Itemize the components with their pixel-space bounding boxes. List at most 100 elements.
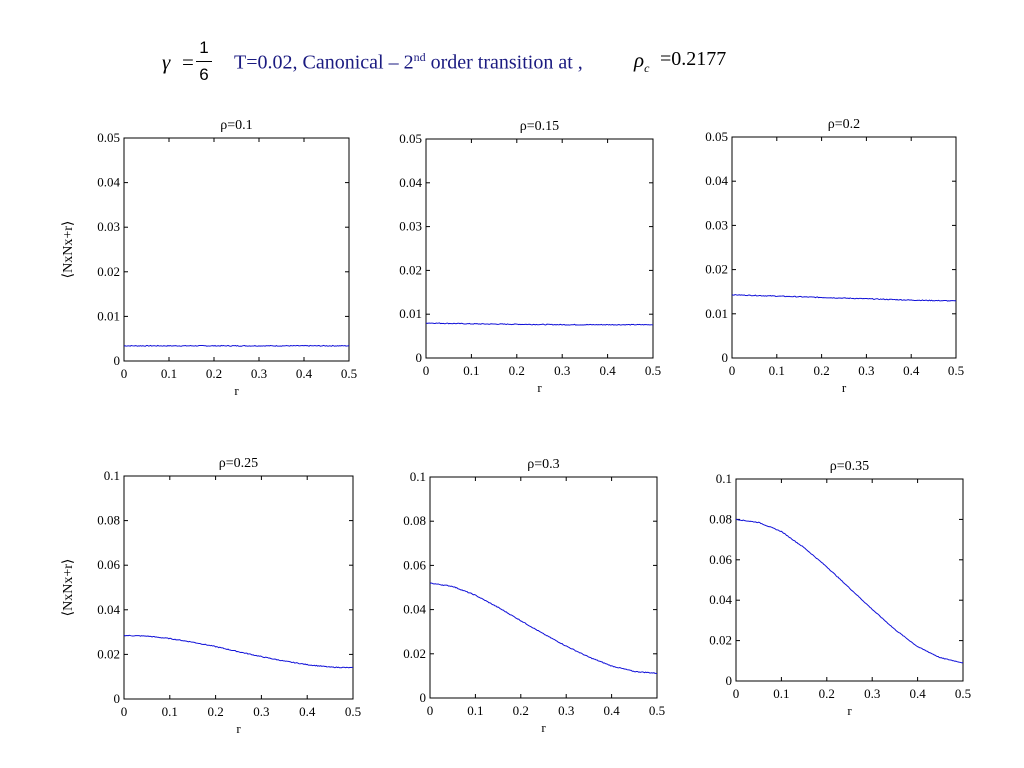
- y-tick-label: 0.04: [97, 175, 120, 190]
- x-axis-label: r: [537, 380, 542, 395]
- y-tick-label: 0.1: [716, 471, 732, 486]
- y-tick-label: 0.08: [709, 511, 732, 526]
- x-tick-label: 0.5: [649, 703, 665, 718]
- x-tick-label: 0.3: [554, 363, 570, 378]
- x-tick-label: 0.5: [345, 704, 361, 719]
- data-series-line: [429, 582, 658, 675]
- y-tick-label: 0.1: [410, 469, 426, 484]
- y-tick-label: 0.05: [705, 129, 728, 144]
- chart-panel-5: 0 0.1 0.2 0.3 0.4 0.5 0 0.02 0.04 0.06 0.08 0.1 ρ=0.…: [403, 457, 665, 735]
- y-tick-label: 0: [722, 350, 729, 365]
- y-tick-label: 0.01: [97, 308, 120, 323]
- y-tick-label: 0: [416, 350, 423, 365]
- y-tick-label: 0.01: [705, 306, 728, 321]
- rho-c-symbol: ρc: [634, 48, 649, 76]
- y-tick-label: 0.02: [403, 646, 426, 661]
- data-series-line: [735, 518, 964, 664]
- plot-frame: [425, 138, 654, 359]
- data-series-line: [425, 322, 654, 326]
- rho-c-letter: ρ: [634, 48, 645, 72]
- x-tick-label: 0.1: [463, 363, 479, 378]
- chart-panel-2: 0 0.1 0.2 0.3 0.4 0.5 0 0.01 0.02 0.03 0.04 0.05 ρ=0…: [399, 119, 661, 395]
- plot-frame: [735, 478, 964, 682]
- x-tick-label: 0.5: [948, 363, 964, 378]
- data-series-line: [123, 344, 350, 347]
- x-tick-label: 0: [423, 363, 430, 378]
- x-tick-label: 0: [733, 686, 740, 701]
- x-axis-label: r: [236, 721, 241, 736]
- y-tick-label: 0.05: [97, 130, 120, 145]
- chart-panel-3: 0 0.1 0.2 0.3 0.4 0.5 0 0.01 0.02 0.03 0.04 0.05 ρ=0…: [705, 117, 964, 395]
- x-tick-label: 0: [427, 703, 434, 718]
- x-tick-label: 0.2: [509, 363, 525, 378]
- y-tick-label: 0.08: [97, 513, 120, 528]
- x-axis-label: r: [847, 703, 852, 718]
- chart-title: ρ=0.2: [828, 117, 860, 132]
- x-tick-label: 0.3: [858, 363, 874, 378]
- gamma-symbol: γ: [162, 50, 171, 74]
- y-tick-label: 0.02: [97, 264, 120, 279]
- y-tick-label: 0: [114, 691, 121, 706]
- header-text-main: T=0.02, Canonical – 2: [234, 51, 414, 74]
- x-tick-label: 0.4: [909, 686, 926, 701]
- chart-panel-1: 0 0.1 0.2 0.3 0.4 0.5 0 0.01 0.02 0.03 0.04 0.05 ρ=0…: [61, 118, 357, 398]
- x-tick-label: 0.1: [162, 704, 178, 719]
- plot-frame: [429, 476, 658, 699]
- y-tick-label: 0.01: [399, 306, 422, 321]
- y-tick-label: 0.04: [709, 592, 732, 607]
- rho-c-subscript: c: [644, 61, 650, 76]
- y-tick-label: 0.02: [399, 262, 422, 277]
- chart-title: ρ=0.1: [220, 118, 252, 133]
- y-tick-label: 0.02: [705, 262, 728, 277]
- plot-frame: [123, 137, 350, 362]
- gamma-fraction: 1 6: [196, 36, 212, 87]
- data-series-line: [123, 634, 353, 669]
- fraction-numerator: 1: [199, 38, 209, 57]
- x-tick-label: 0: [121, 704, 128, 719]
- y-tick-label: 0.03: [97, 219, 120, 234]
- chart-title: ρ=0.3: [527, 457, 559, 472]
- x-tick-label: 0: [121, 366, 128, 381]
- y-tick-label: 0.02: [97, 646, 120, 661]
- y-tick-label: 0: [726, 673, 733, 688]
- y-tick-label: 0.03: [399, 219, 422, 234]
- x-tick-label: 0.5: [645, 363, 661, 378]
- x-tick-label: 0.2: [513, 703, 529, 718]
- x-tick-label: 0.4: [603, 703, 620, 718]
- y-tick-label: 0.04: [399, 175, 422, 190]
- equals-sign: =: [182, 50, 194, 74]
- x-tick-label: 0.3: [253, 704, 269, 719]
- fraction-denominator: 6: [199, 65, 209, 84]
- x-tick-label: 0.2: [819, 686, 835, 701]
- x-axis-label: r: [234, 383, 239, 398]
- plot-frame: [731, 136, 957, 359]
- x-tick-label: 0.2: [207, 704, 223, 719]
- figure-header: γ = 1 6 T=0.02, Canonical – 2nd order tr…: [160, 36, 860, 88]
- x-axis-label: r: [842, 380, 847, 395]
- chart-title: ρ=0.35: [830, 459, 869, 474]
- x-tick-label: 0.3: [864, 686, 880, 701]
- y-tick-label: 0: [114, 353, 121, 368]
- x-tick-label: 0.1: [161, 366, 177, 381]
- x-tick-label: 0.4: [903, 363, 920, 378]
- x-tick-label: 0.4: [299, 704, 316, 719]
- x-tick-label: 0.5: [955, 686, 971, 701]
- y-tick-label: 0.05: [399, 131, 422, 146]
- x-axis-label: r: [541, 720, 546, 735]
- plot-frame: [123, 475, 354, 700]
- x-tick-label: 0.2: [206, 366, 222, 381]
- x-tick-label: 0.4: [599, 363, 616, 378]
- y-tick-label: 0.06: [709, 552, 732, 567]
- y-tick-label: 0.04: [97, 602, 120, 617]
- y-tick-label: 0.08: [403, 513, 426, 528]
- rho-c-value: =0.2177: [660, 48, 727, 70]
- y-tick-label: 0.06: [403, 557, 426, 572]
- y-tick-label: 0.06: [97, 557, 120, 572]
- chart-panel-4: 0 0.1 0.2 0.3 0.4 0.5 0 0.02 0.04 0.06 0.08 0.1 ρ=0.…: [61, 456, 361, 736]
- chart-title: ρ=0.15: [520, 119, 559, 134]
- fraction-bar: [196, 61, 212, 62]
- y-tick-label: 0.04: [705, 173, 728, 188]
- y-tick-label: 0: [420, 690, 427, 705]
- x-tick-label: 0.1: [773, 686, 789, 701]
